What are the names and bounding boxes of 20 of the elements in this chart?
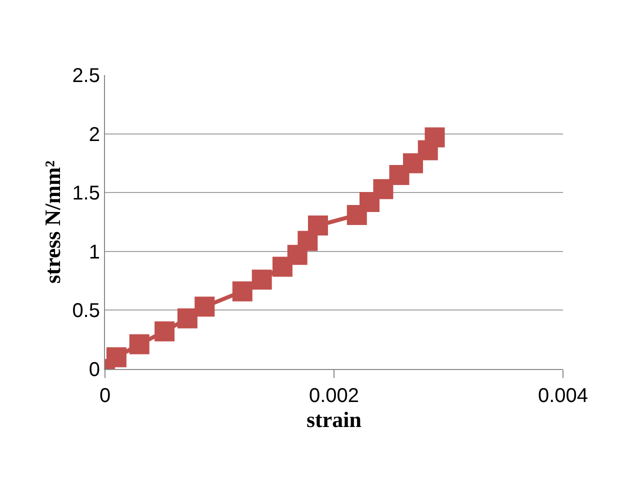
y-tick-label: 1 [88, 241, 100, 264]
y-tick-label: 2 [88, 124, 100, 146]
x-axis-title: strain [306, 407, 362, 432]
point [232, 281, 252, 302]
point [403, 153, 424, 174]
point [373, 179, 394, 200]
point [154, 321, 175, 342]
point [177, 308, 198, 328]
y-axis-title: stress N/mm² [40, 160, 65, 284]
point [308, 216, 328, 236]
point [129, 334, 150, 354]
y-tick-label: 1.5 [72, 182, 100, 205]
y-tick-label: 2.5 [72, 65, 100, 87]
x-tick-label: 0.002 [308, 385, 360, 407]
point [252, 270, 272, 290]
y-tick-label: 0.5 [72, 300, 100, 322]
point [194, 296, 215, 317]
y-tick-label: 0 [88, 359, 100, 381]
x-tick-label: 0.004 [538, 385, 588, 407]
point [424, 127, 445, 148]
